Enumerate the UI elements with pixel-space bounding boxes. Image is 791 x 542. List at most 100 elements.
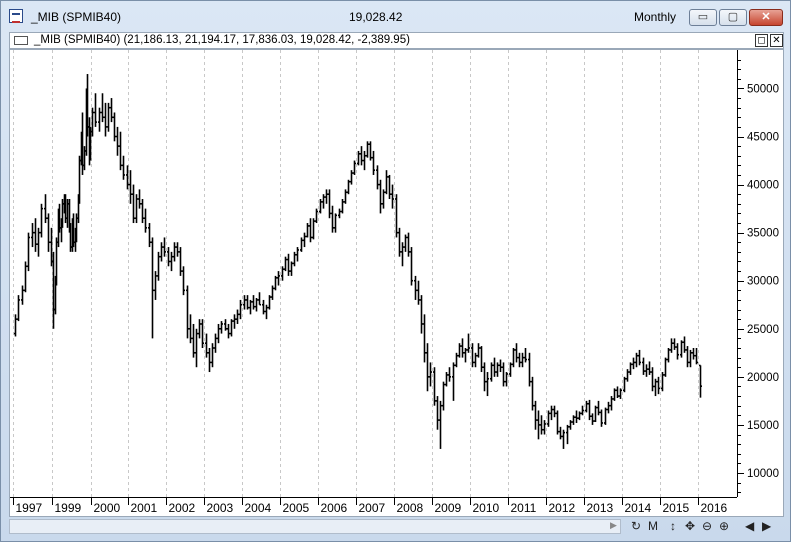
ohlc-bar <box>363 150 366 171</box>
ohlc-bar <box>312 218 315 240</box>
pane-restore-button[interactable]: ◻ <box>755 34 768 47</box>
ohlc-bar <box>474 352 477 368</box>
ohlc-bar <box>101 93 104 123</box>
ohlc-bar <box>369 141 372 161</box>
ohlc-bar <box>581 405 584 416</box>
ohlc-bar <box>695 348 698 365</box>
ohlc-bar <box>104 102 107 137</box>
minimize-button[interactable]: ▭ <box>689 9 717 26</box>
vertical-arrows-icon[interactable]: ↕ <box>670 519 676 533</box>
last-value: 19,028.42 <box>349 10 403 24</box>
ohlc-bar <box>116 126 119 156</box>
ohlc-bar <box>338 208 341 219</box>
ohlc-bar <box>534 400 537 430</box>
ohlc-bar <box>600 409 603 427</box>
ohlc-bar <box>366 141 369 158</box>
close-button[interactable]: ✕ <box>749 9 783 26</box>
ohlc-bar <box>205 333 208 358</box>
ohlc-bar <box>17 295 20 322</box>
ohlc-bar <box>673 338 676 350</box>
ohlc-bar <box>224 319 227 331</box>
x-tick-label: 2002 <box>169 501 196 515</box>
ohlc-bar <box>357 150 360 166</box>
ohlc-bar <box>521 352 524 368</box>
ohlc-bar <box>531 376 534 411</box>
ohlc-bar <box>661 372 664 392</box>
ohlc-bar <box>680 340 683 358</box>
ohlc-bar <box>325 189 328 204</box>
zoom-in-icon[interactable]: ⊕ <box>719 519 730 533</box>
x-tick-label: 2011 <box>511 501 537 515</box>
ohlc-bar <box>182 266 185 296</box>
ohlc-bar <box>404 234 407 252</box>
x-tick-label: 2000 <box>94 501 121 515</box>
ohlc-bar <box>233 314 236 329</box>
x-tick-label: 2010 <box>473 501 500 515</box>
pan-icon[interactable]: ✥ <box>685 519 696 533</box>
ohlc-bar <box>334 213 337 233</box>
ohlc-bar <box>309 218 312 243</box>
ohlc-bar <box>629 362 632 375</box>
ohlc-bar <box>642 357 645 375</box>
refresh-icon[interactable]: ↻ <box>631 519 642 533</box>
ohlc-bar <box>623 376 626 393</box>
chart-plot-area[interactable]: 1997 1999 2000 2001 2002 2003 2004 2005 2006 2007… <box>9 49 784 517</box>
ohlc-bar <box>27 232 30 272</box>
scroll-right-icon[interactable]: ▶ <box>610 520 617 530</box>
ohlc-bar <box>47 213 50 252</box>
ohlc-bar <box>626 369 629 382</box>
x-tick-label: 2006 <box>321 501 348 515</box>
ohlc-bar <box>420 295 423 334</box>
ohlc-bar <box>24 261 27 293</box>
x-tick-label: 2016 <box>701 501 728 515</box>
ohlc-bar <box>464 348 467 363</box>
ohlc-bar <box>480 346 483 373</box>
ohlc-bar <box>34 218 37 252</box>
ohlc-bar <box>246 295 249 310</box>
ohlc-bar <box>490 362 493 382</box>
ohlc-bar <box>471 343 474 368</box>
ohlc-bar <box>179 247 182 276</box>
ohlc-bar <box>126 165 129 190</box>
ohlc-bar <box>512 348 515 368</box>
ohlc-bar <box>201 319 204 348</box>
ohlc-bar <box>274 275 277 291</box>
ohlc-bar <box>122 155 125 180</box>
right-arrow-icon[interactable]: ▶ <box>762 519 772 533</box>
ohlc-bar <box>407 232 410 257</box>
ohlc-bar <box>21 285 24 305</box>
ohlc-bar <box>654 378 657 397</box>
ohlc-readout: _MIB (SPMIB40) (21,186.13, 21,194.17, 17… <box>34 34 410 46</box>
ohlc-bar <box>98 107 101 132</box>
ohlc-bar <box>566 424 569 445</box>
pane-close-button[interactable]: ✕ <box>770 34 783 47</box>
m-icon[interactable]: M <box>648 519 658 533</box>
ohlc-bar <box>686 346 689 368</box>
ohlc-bar <box>610 396 613 411</box>
window-title: _MIB (SPMIB40) <box>31 10 122 24</box>
ohlc-bar <box>667 348 670 363</box>
ohlc-bar <box>31 223 34 248</box>
ohlc-bar <box>613 388 616 401</box>
ohlc-bar <box>448 367 451 382</box>
period-selector[interactable]: Monthly <box>634 10 677 24</box>
ohlc-bar <box>553 405 556 418</box>
zoom-out-icon[interactable]: ⊖ <box>702 519 713 533</box>
ohlc-bar <box>360 146 363 166</box>
horizontal-scrollbar[interactable] <box>9 519 621 534</box>
ohlc-bar <box>341 199 344 214</box>
ohlc-bar <box>328 189 331 219</box>
ohlc-bar <box>648 361 651 375</box>
ohlc-bar <box>163 237 166 257</box>
ohlc-bar <box>303 232 306 248</box>
ohlc-bar <box>607 401 610 414</box>
maximize-button[interactable]: ▢ <box>719 9 747 26</box>
ohlc-bar <box>138 189 141 209</box>
left-arrow-icon[interactable]: ◀ <box>745 519 755 533</box>
ohlc-bar <box>315 208 318 224</box>
ohlc-bar <box>543 420 546 435</box>
ohlc-bar <box>461 338 464 358</box>
ohlc-bar <box>540 415 543 435</box>
ohlc-bar <box>638 349 641 366</box>
title-bar: _MIB (SPMIB40) 19,028.42 Monthly ▭ ▢ ✕ <box>1 1 790 31</box>
